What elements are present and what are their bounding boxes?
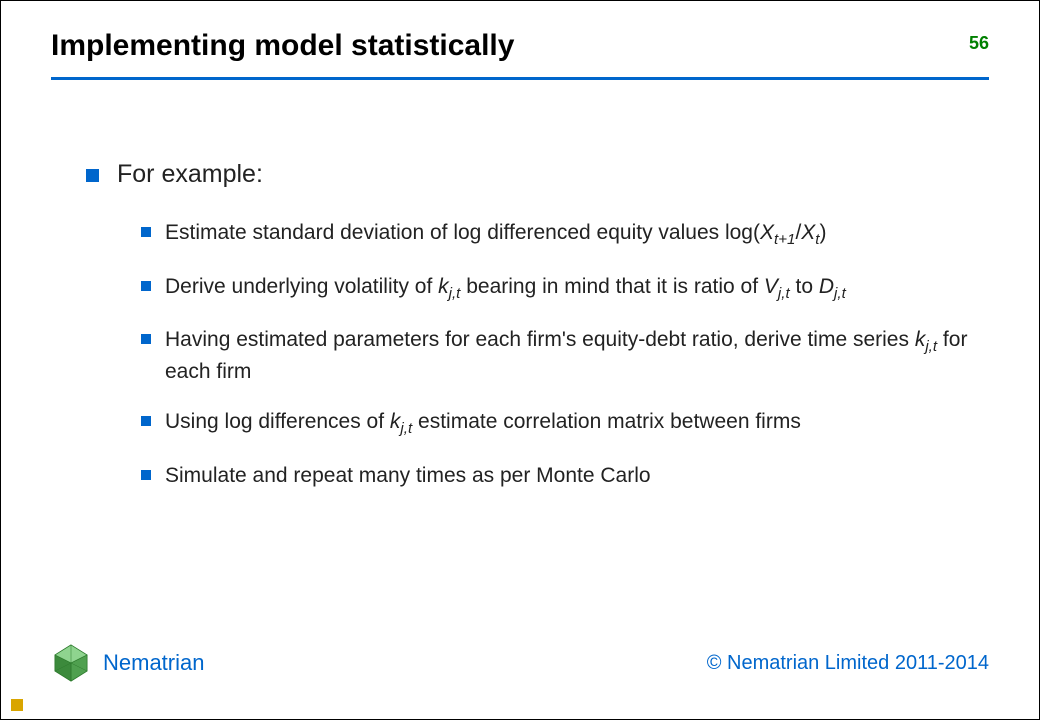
text-pre: Having estimated parameters for each fir… <box>165 328 915 351</box>
bullet-level1: For example: <box>86 160 979 189</box>
copyright: © Nematrian Limited 2011-2014 <box>707 652 989 675</box>
square-bullet-icon <box>141 470 151 480</box>
square-bullet-icon <box>141 416 151 426</box>
text-mid: to <box>790 275 819 298</box>
var: k <box>915 328 926 351</box>
bullet-text: Using log differences of kj,t estimate c… <box>165 408 801 440</box>
brand: Nematrian <box>51 643 204 683</box>
bullet-text: Having estimated parameters for each fir… <box>165 326 979 386</box>
var: X <box>801 221 815 244</box>
bullet-level2-item: Having estimated parameters for each fir… <box>141 326 979 386</box>
subscript: j,t <box>778 285 790 302</box>
bullet-level2-item: Simulate and repeat many times as per Mo… <box>141 462 979 490</box>
bullet-level2-item: Estimate standard deviation of log diffe… <box>141 219 979 251</box>
square-bullet-icon <box>86 169 99 182</box>
var: k <box>390 410 401 433</box>
bullet-level2-item: Using log differences of kj,t estimate c… <box>141 408 979 440</box>
text-post: ) <box>820 221 827 244</box>
var: V <box>764 275 778 298</box>
slide-footer: Nematrian © Nematrian Limited 2011-2014 <box>1 643 1039 683</box>
var: k <box>438 275 449 298</box>
square-bullet-icon <box>141 334 151 344</box>
slide-header: Implementing model statistically 56 <box>1 1 1039 69</box>
text-pre: Estimate standard deviation of log diffe… <box>165 221 760 244</box>
subscript: j,t <box>925 338 937 355</box>
bullet-level1-text: For example: <box>117 160 263 189</box>
square-bullet-icon <box>141 227 151 237</box>
text-pre: Using log differences of <box>165 410 390 433</box>
var: D <box>819 275 834 298</box>
subscript: t+1 <box>774 231 795 248</box>
text-pre: Derive underlying volatility of <box>165 275 438 298</box>
text-pre: Simulate and repeat many times as per Mo… <box>165 464 651 487</box>
subscript: j,t <box>400 420 412 437</box>
square-bullet-icon <box>141 281 151 291</box>
subscript: j,t <box>449 285 461 302</box>
text-post: estimate correlation matrix between firm… <box>412 410 801 433</box>
bullet-level2-item: Derive underlying volatility of kj,t bea… <box>141 273 979 305</box>
slide-content: For example: Estimate standard deviation… <box>1 80 1039 490</box>
slide: Implementing model statistically 56 For … <box>0 0 1040 720</box>
slide-title: Implementing model statistically <box>51 29 989 63</box>
bullet-level2-list: Estimate standard deviation of log diffe… <box>86 219 979 490</box>
bullet-text: Derive underlying volatility of kj,t bea… <box>165 273 846 305</box>
var: X <box>760 221 774 244</box>
text-mid: bearing in mind that it is ratio of <box>460 275 764 298</box>
corner-square-icon <box>11 699 23 711</box>
page-number: 56 <box>969 33 989 54</box>
logo-icon <box>51 643 91 683</box>
bullet-text: Simulate and repeat many times as per Mo… <box>165 462 651 490</box>
brand-name: Nematrian <box>103 650 204 676</box>
bullet-text: Estimate standard deviation of log diffe… <box>165 219 827 251</box>
subscript: j,t <box>834 285 846 302</box>
